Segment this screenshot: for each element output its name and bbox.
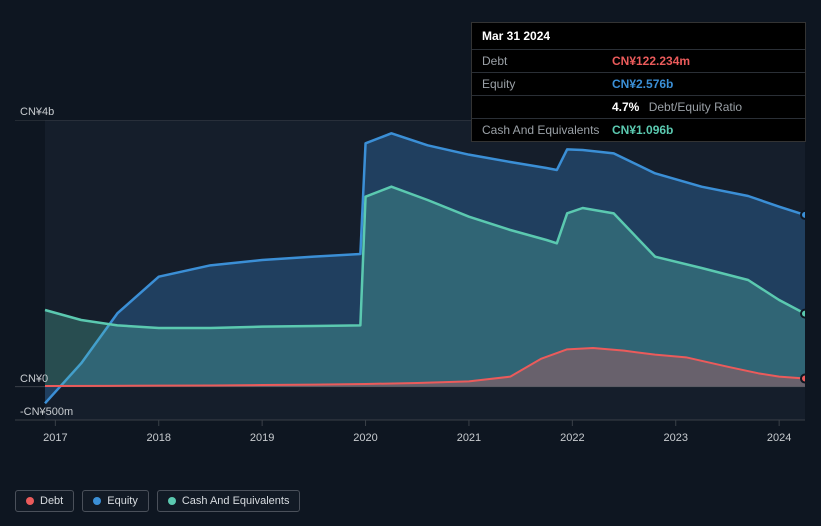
x-axis-label: 2019: [250, 432, 274, 444]
tooltip-label: Debt: [482, 54, 612, 68]
x-axis-label: 2018: [146, 432, 170, 444]
legend-dot: [168, 497, 176, 505]
chart-legend: Debt Equity Cash And Equivalents: [15, 490, 300, 512]
chart-plot: [15, 120, 805, 470]
x-axis-label: 2017: [43, 432, 67, 444]
x-axis-label: 2023: [663, 432, 687, 444]
tooltip-value: CN¥122.234m: [612, 54, 690, 68]
tooltip-row: EquityCN¥2.576b: [472, 73, 805, 96]
tooltip-label: Cash And Equivalents: [482, 123, 612, 137]
tooltip-extra: 4.7% Debt/Equity Ratio: [612, 100, 742, 114]
x-axis-label: 2020: [353, 432, 377, 444]
y-axis-label: -CN¥500m: [20, 406, 73, 418]
tooltip-date: Mar 31 2024: [472, 23, 805, 50]
legend-label: Cash And Equivalents: [182, 495, 290, 507]
legend-dot: [93, 497, 101, 505]
x-axis-label: 2022: [560, 432, 584, 444]
legend-label: Equity: [107, 495, 138, 507]
tooltip-row-extra: 4.7% Debt/Equity Ratio: [472, 96, 805, 119]
y-axis-label: CN¥0: [20, 373, 48, 385]
tooltip-value: CN¥1.096b: [612, 123, 673, 137]
tooltip-row: DebtCN¥122.234m: [472, 50, 805, 73]
chart-tooltip: Mar 31 2024 DebtCN¥122.234mEquityCN¥2.57…: [471, 22, 806, 142]
debt-equity-chart: CN¥4bCN¥0-CN¥500m 2017201820192020202120…: [15, 120, 805, 460]
legend-label: Debt: [40, 495, 63, 507]
x-axis-label: 2024: [767, 432, 791, 444]
tooltip-value: CN¥2.576b: [612, 77, 673, 91]
legend-dot: [26, 497, 34, 505]
legend-item-equity[interactable]: Equity: [82, 490, 149, 512]
x-axis-label: 2021: [457, 432, 481, 444]
tooltip-row: Cash And EquivalentsCN¥1.096b: [472, 119, 805, 141]
tooltip-label: Equity: [482, 77, 612, 91]
legend-item-cash-and-equivalents[interactable]: Cash And Equivalents: [157, 490, 301, 512]
legend-item-debt[interactable]: Debt: [15, 490, 74, 512]
y-axis-label: CN¥4b: [20, 106, 54, 118]
